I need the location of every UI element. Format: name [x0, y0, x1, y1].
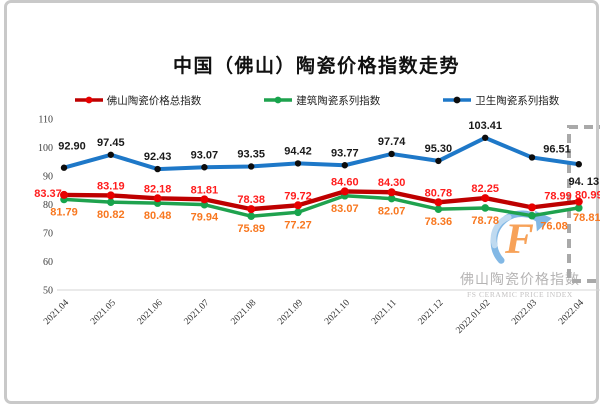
- svg-text:80.82: 80.82: [97, 209, 125, 221]
- svg-text:82.18: 82.18: [144, 183, 172, 195]
- svg-text:2021.04: 2021.04: [42, 298, 71, 327]
- svg-text:2021.07: 2021.07: [183, 298, 212, 327]
- svg-text:83.07: 83.07: [331, 203, 359, 215]
- svg-text:93.35: 93.35: [237, 148, 265, 160]
- legend: 佛山陶瓷价格总指数 建筑陶瓷系列指数 卫生陶瓷系列指数: [47, 91, 586, 109]
- svg-text:2021.12: 2021.12: [417, 298, 446, 327]
- svg-text:97.74: 97.74: [378, 136, 406, 148]
- svg-text:100: 100: [38, 143, 53, 154]
- svg-text:103.41: 103.41: [468, 120, 502, 132]
- svg-text:78.99: 78.99: [544, 190, 572, 202]
- svg-text:50: 50: [43, 286, 53, 297]
- watermark-cn-text: 佛山陶瓷价格指数: [460, 273, 580, 288]
- svg-text:78.36: 78.36: [425, 216, 453, 228]
- watermark-en-text: FS CERAMIC PRICE INDEX: [467, 290, 573, 299]
- svg-text:2021.05: 2021.05: [89, 298, 118, 327]
- svg-text:92.43: 92.43: [144, 151, 172, 163]
- legend-item-sanitary-ceramics: 卫生陶瓷系列指数: [442, 93, 559, 108]
- svg-text:96.51: 96.51: [543, 143, 571, 155]
- legend-line-marker-icon: [443, 96, 472, 104]
- chart-card: 中国（佛山）陶瓷价格指数走势 佛山陶瓷价格总指数 建筑陶瓷系列指数 卫生陶瓷系列…: [4, 0, 600, 404]
- svg-text:2021.06: 2021.06: [136, 298, 165, 327]
- svg-text:2021.08: 2021.08: [229, 298, 258, 327]
- svg-text:110: 110: [38, 115, 53, 126]
- svg-text:2021.09: 2021.09: [276, 298, 305, 327]
- svg-text:75.89: 75.89: [237, 223, 265, 235]
- svg-text:80.78: 80.78: [425, 187, 453, 199]
- svg-text:F: F: [504, 215, 534, 263]
- legend-label: 建筑陶瓷系列指数: [296, 94, 381, 107]
- svg-text:77.27: 77.27: [284, 219, 312, 231]
- svg-text:84.60: 84.60: [331, 176, 359, 188]
- legend-item-total-index: 佛山陶瓷价格总指数: [74, 93, 202, 108]
- svg-text:80.48: 80.48: [144, 210, 172, 222]
- svg-text:76.08: 76.08: [540, 221, 568, 233]
- svg-text:80.99: 80.99: [575, 190, 600, 202]
- legend-line-marker-icon: [74, 96, 103, 104]
- svg-text:84.30: 84.30: [378, 177, 406, 189]
- svg-text:2022.01-02: 2022.01-02: [454, 298, 492, 336]
- legend-label: 佛山陶瓷价格总指数: [106, 94, 202, 107]
- svg-text:70: 70: [43, 229, 53, 240]
- svg-text:82.07: 82.07: [378, 206, 406, 218]
- svg-text:81.79: 81.79: [50, 206, 78, 218]
- svg-text:78.81: 78.81: [573, 212, 600, 224]
- svg-text:81.81: 81.81: [191, 184, 219, 196]
- legend-label: 卫生陶瓷系列指数: [475, 94, 560, 107]
- legend-item-building-ceramics: 建筑陶瓷系列指数: [263, 93, 380, 108]
- legend-line-marker-icon: [264, 96, 293, 104]
- svg-text:94. 13: 94. 13: [569, 176, 600, 188]
- chart-title: 中国（佛山）陶瓷价格指数走势: [172, 56, 460, 77]
- svg-text:82.25: 82.25: [471, 183, 499, 195]
- svg-text:94.42: 94.42: [284, 145, 312, 157]
- svg-text:83.37: 83.37: [34, 188, 62, 200]
- svg-text:2021.10: 2021.10: [323, 298, 352, 327]
- svg-text:2022.03: 2022.03: [510, 298, 539, 327]
- svg-text:79.72: 79.72: [284, 190, 312, 202]
- svg-text:93.07: 93.07: [191, 149, 219, 161]
- svg-text:79.94: 79.94: [191, 212, 219, 224]
- svg-text:93.77: 93.77: [331, 147, 359, 159]
- svg-text:2022.04: 2022.04: [557, 298, 586, 327]
- svg-text:90: 90: [43, 172, 53, 183]
- svg-text:60: 60: [43, 257, 53, 268]
- svg-text:97.45: 97.45: [97, 137, 125, 149]
- svg-text:2021.11: 2021.11: [370, 298, 399, 327]
- svg-text:78.78: 78.78: [471, 215, 499, 227]
- svg-text:95.30: 95.30: [425, 143, 453, 155]
- svg-text:92.90: 92.90: [58, 141, 86, 153]
- svg-text:80: 80: [43, 200, 53, 211]
- svg-text:78.38: 78.38: [237, 194, 265, 206]
- svg-text:83.19: 83.19: [97, 180, 125, 192]
